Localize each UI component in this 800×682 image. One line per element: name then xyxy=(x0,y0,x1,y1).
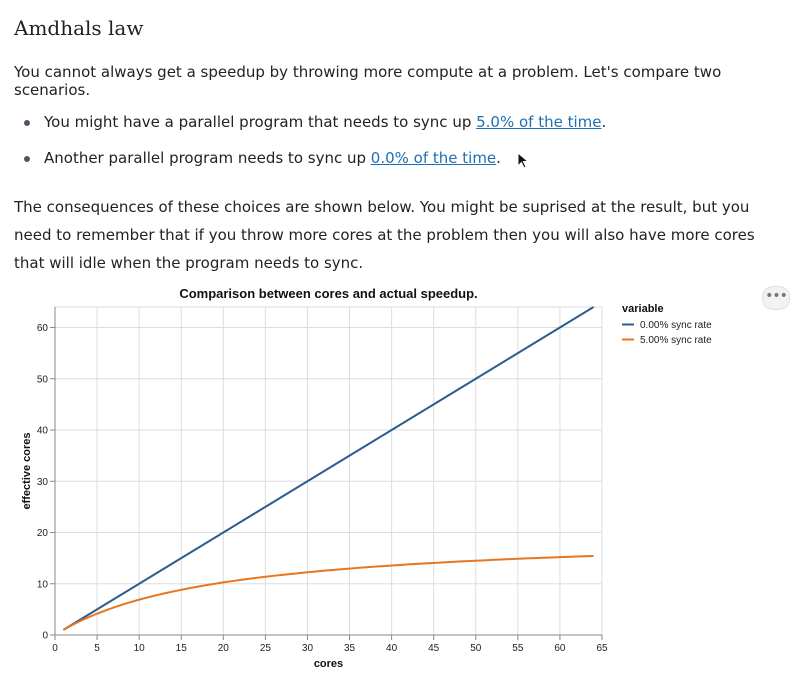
y-tick-label: 40 xyxy=(37,426,49,437)
x-tick-label: 15 xyxy=(176,643,188,654)
x-tick-label: 20 xyxy=(218,643,230,654)
page-title: Amdhals law xyxy=(14,16,144,40)
x-tick-label: 45 xyxy=(428,643,440,654)
bullet-suffix: . xyxy=(496,149,501,167)
y-tick-label: 30 xyxy=(37,477,49,488)
legend-label: 5.00% sync rate xyxy=(640,335,712,346)
x-tick-label: 30 xyxy=(302,643,314,654)
x-tick-label: 25 xyxy=(260,643,272,654)
y-tick-label: 20 xyxy=(37,528,49,539)
mouse-cursor-icon xyxy=(517,152,530,169)
chart-menu-button[interactable]: ••• xyxy=(762,286,790,310)
intro-paragraph: You cannot always get a speedup by throw… xyxy=(14,63,722,99)
x-tick-label: 60 xyxy=(554,643,566,654)
sync-rate-link-2[interactable]: 0.0% of the time xyxy=(370,149,497,167)
x-tick-label: 5 xyxy=(94,643,100,654)
y-tick-label: 50 xyxy=(37,374,49,385)
bullet-text: Another parallel program needs to sync u… xyxy=(44,149,371,167)
list-item: Another parallel program needs to sync u… xyxy=(24,148,784,184)
series-line-1 xyxy=(62,306,595,631)
y-tick-label: 0 xyxy=(42,631,48,642)
series-line-2 xyxy=(62,554,594,631)
x-tick-label: 35 xyxy=(344,643,356,654)
y-tick-label: 60 xyxy=(37,323,49,334)
bullet-text: You might have a parallel program that n… xyxy=(44,113,477,131)
bullet-suffix: . xyxy=(601,113,607,131)
x-tick-label: 50 xyxy=(470,643,482,654)
x-tick-label: 40 xyxy=(386,643,398,654)
consequences-paragraph: The consequences of these choices are sh… xyxy=(14,198,755,272)
scenario-list: You might have a parallel program that n… xyxy=(14,112,784,184)
x-tick-label: 55 xyxy=(512,643,524,654)
sync-rate-link-1[interactable]: 5.0% of the time xyxy=(476,113,602,131)
legend-label: 0.00% sync rate xyxy=(640,320,712,331)
chart-title: Comparison between cores and actual spee… xyxy=(179,286,477,301)
x-tick-label: 10 xyxy=(134,643,146,654)
y-axis-label: effective cores xyxy=(21,432,33,509)
legend-title: variable xyxy=(622,303,664,315)
list-item: You might have a parallel program that n… xyxy=(24,112,784,148)
x-tick-label: 0 xyxy=(52,643,58,654)
x-axis-label: cores xyxy=(314,658,343,670)
y-tick-label: 10 xyxy=(37,579,49,590)
speedup-chart: 0 5 10 15 20 25 30 35 40 45 50 55 60 65 0 10 20 30 40 50 60 C… xyxy=(21,286,712,670)
x-tick-label: 65 xyxy=(596,643,608,654)
